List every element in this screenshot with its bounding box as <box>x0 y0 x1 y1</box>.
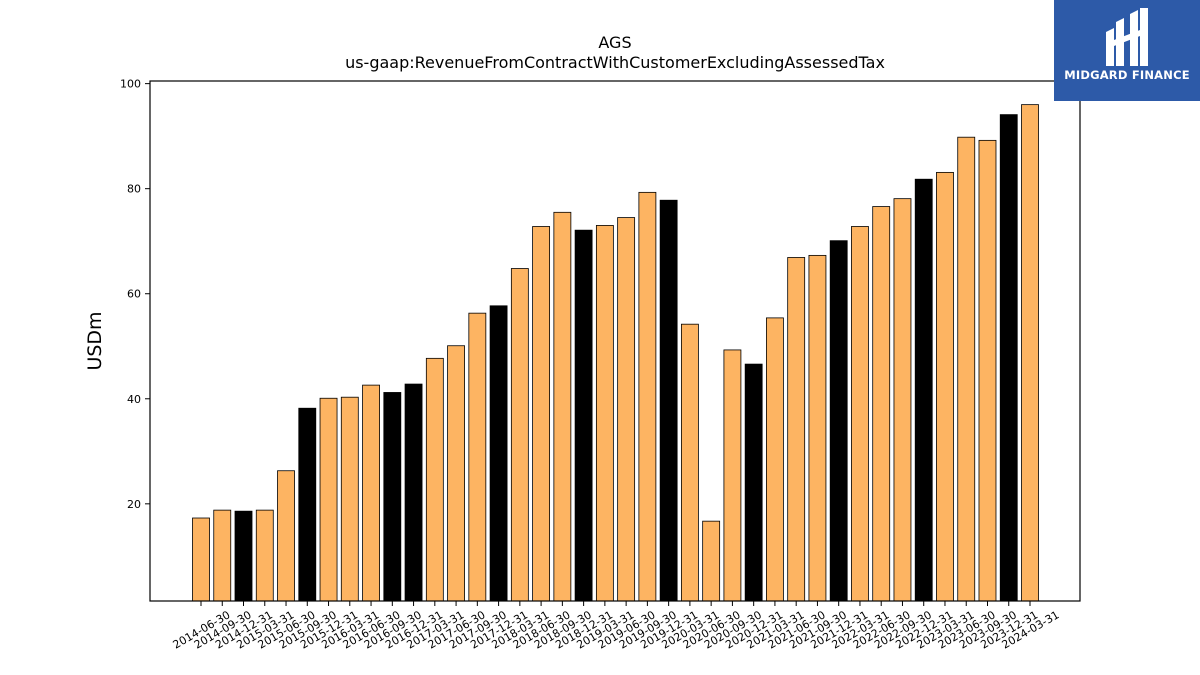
chart-title: AGS <box>598 33 631 52</box>
bar-2023-09-30 <box>978 139 997 602</box>
y-tick-label: 60 <box>127 288 141 301</box>
bar-2014-09-30 <box>213 509 232 602</box>
bar-2021-09-30 <box>808 254 827 602</box>
bar-2020-09-30 <box>723 349 742 602</box>
brand-name: MIDGARD FINANCE <box>1064 68 1190 82</box>
bar-2017-06-30 <box>447 345 465 602</box>
bar-2021-12-31 <box>829 240 848 602</box>
bar-2023-03-31 <box>936 171 954 602</box>
bar-2019-03-31 <box>595 225 614 602</box>
bar-2015-06-30 <box>277 470 295 602</box>
bar-2020-12-31 <box>744 363 763 602</box>
bar-2023-06-30 <box>957 136 976 602</box>
bar-2016-06-30 <box>362 384 380 602</box>
bar-2022-03-31 <box>851 226 869 602</box>
bar-2016-03-31 <box>340 396 359 602</box>
midgard-logo-icon <box>1106 8 1148 66</box>
chart-subtitle: us-gaap:RevenueFromContractWithCustomerE… <box>345 53 885 72</box>
bar-2016-09-30 <box>383 392 402 602</box>
bars-group <box>192 104 1039 602</box>
y-tick-label: 20 <box>127 498 141 511</box>
bar-2022-09-30 <box>893 198 912 602</box>
bar-2020-03-31 <box>680 323 699 602</box>
y-axis-label: USDm <box>84 311 106 370</box>
y-axis-ticks: 20 40 60 80 100 <box>120 78 150 511</box>
bar-2014-12-31 <box>234 510 253 602</box>
bar-2018-09-30 <box>553 211 572 602</box>
y-tick-label: 100 <box>120 78 141 91</box>
bar-2018-03-31 <box>510 268 529 602</box>
x-axis-ticks: 2014-06-302014-09-302014-12-312015-03-31… <box>171 601 1062 652</box>
bar-2015-12-31 <box>319 397 338 602</box>
bar-2014-06-30 <box>192 517 210 602</box>
bar-2017-09-30 <box>468 312 487 602</box>
bar-2023-12-31 <box>999 114 1018 602</box>
bar-2019-09-30 <box>638 191 657 602</box>
bar-2019-06-30 <box>617 217 636 602</box>
bar-2021-03-31 <box>766 317 784 602</box>
bar-2017-12-31 <box>489 305 508 602</box>
bar-2019-12-31 <box>659 199 678 602</box>
bar-2018-06-30 <box>532 226 551 602</box>
bar-2016-12-31 <box>404 383 423 602</box>
bar-2022-06-30 <box>872 206 891 602</box>
bar-2015-03-31 <box>255 509 274 602</box>
y-tick-label: 40 <box>127 393 141 406</box>
bar-2018-12-31 <box>574 229 593 602</box>
bar-2021-06-30 <box>787 257 806 602</box>
bar-2024-03-31 <box>1021 104 1039 602</box>
bar-2017-03-31 <box>425 357 444 602</box>
bar-2022-12-31 <box>914 178 933 602</box>
brand-logo: MIDGARD FINANCE <box>1054 0 1200 101</box>
bar-2015-09-30 <box>298 407 317 602</box>
y-tick-label: 80 <box>127 183 141 196</box>
bar-2020-06-30 <box>702 520 721 602</box>
plot-frame <box>149 80 1081 602</box>
